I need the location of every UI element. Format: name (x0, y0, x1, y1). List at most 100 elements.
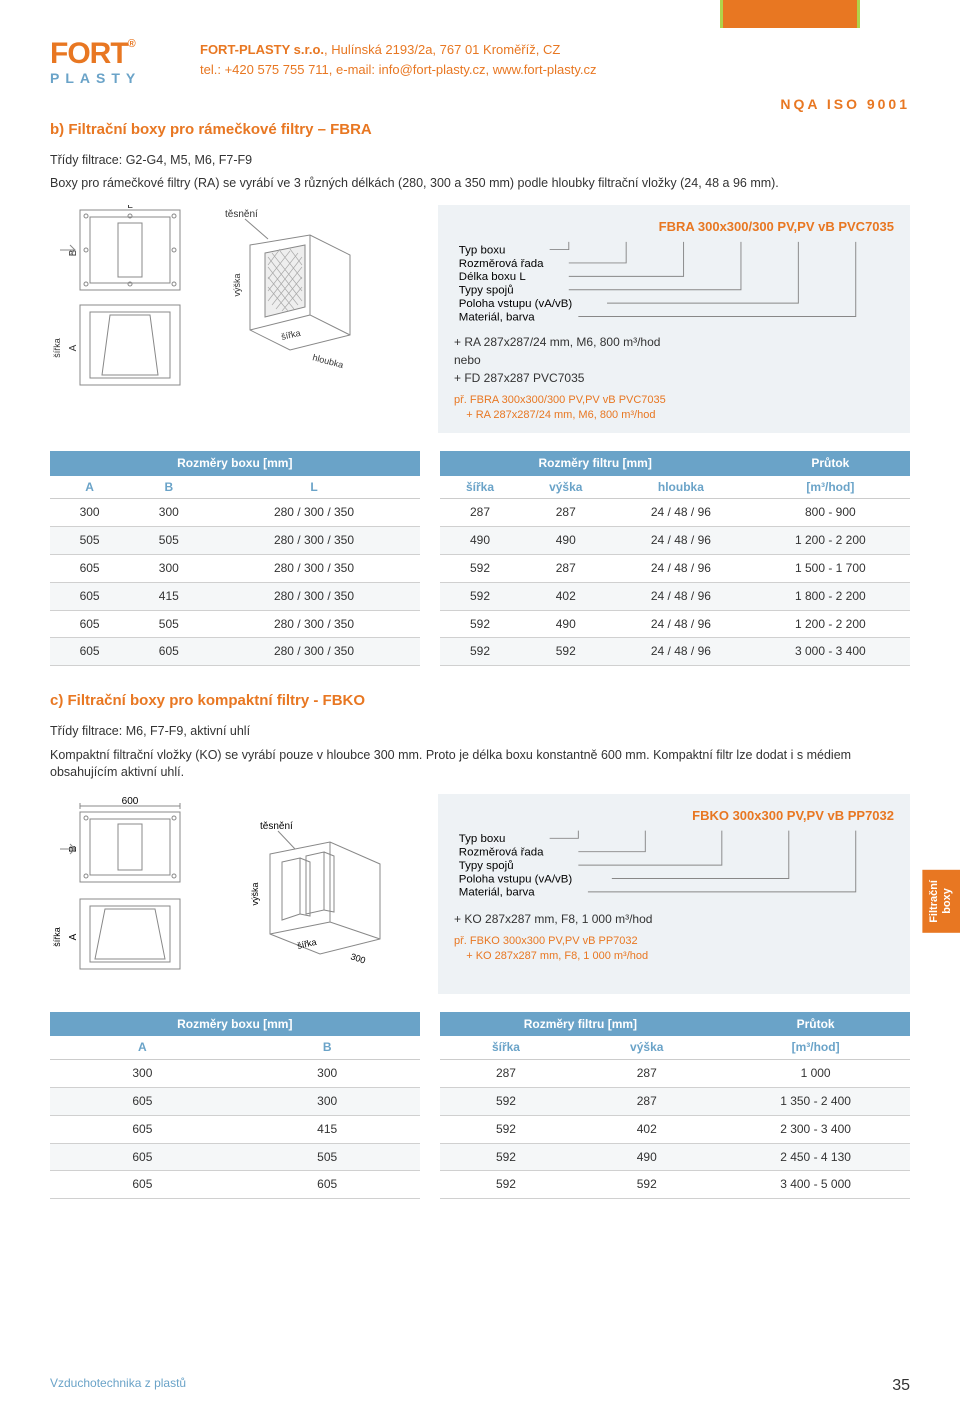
table-col: šířka (440, 1036, 573, 1059)
registered-mark: ® (128, 38, 135, 50)
section-c-line2: Kompaktní filtrační vložky (KO) se vyráb… (50, 747, 910, 782)
table-col: [m³/hod] (751, 476, 910, 499)
table-cell: 1 350 - 2 400 (721, 1088, 910, 1116)
table-row: 5924902 450 - 4 130 (440, 1143, 910, 1171)
section-c-line1: Třídy filtrace: M6, F7-F9, aktivní uhlí (50, 723, 910, 741)
spec-addon1-c: + KO 287x287 mm, F8, 1 000 m³/hod (454, 910, 894, 928)
table-cell: 592 (520, 638, 611, 666)
section-b-title: b) Filtrační boxy pro rámečkové filtry –… (50, 119, 910, 140)
diagram-fbra: L B A šířka těsnění (50, 205, 420, 405)
table-cell: 505 (50, 527, 129, 555)
svg-text:Rozměrová řada: Rozměrová řada (459, 847, 544, 859)
table-col: [m³/hod] (721, 1036, 910, 1059)
spec-nebo: nebo (454, 351, 894, 369)
table-col: A (50, 476, 129, 499)
table-cell: 605 (235, 1171, 420, 1199)
table-cell: 24 / 48 / 96 (611, 582, 751, 610)
spec-box-fbra: FBRA 300x300/300 PV,PV vB PVC7035 Typ bo… (438, 205, 910, 433)
th-rozmery-boxu: Rozměry boxu [mm] (50, 451, 420, 476)
table-cell: 3 000 - 3 400 (751, 638, 910, 666)
table-cell: 287 (520, 554, 611, 582)
table-cell: 287 (572, 1088, 721, 1116)
table-row: 605300 (50, 1088, 420, 1116)
spec-code-fbra: FBRA 300x300/300 PV,PV vB PVC7035 (454, 217, 894, 237)
dim-A: A (68, 344, 79, 351)
table-cell: 505 (129, 610, 208, 638)
table-cell: 605 (50, 1143, 235, 1171)
dim-600: 600 (122, 796, 139, 807)
table-cell: 1 200 - 2 200 (751, 610, 910, 638)
table-row: 28728724 / 48 / 96800 - 900 (440, 499, 910, 527)
table-cell: 605 (129, 638, 208, 666)
table-cell: 490 (440, 527, 521, 555)
table-cell: 300 (235, 1060, 420, 1088)
table-cell: 402 (572, 1115, 721, 1143)
logo-fort-text: FORT (50, 37, 128, 70)
table-cell: 605 (50, 1171, 235, 1199)
table-cell: 592 (440, 610, 521, 638)
section-c-title: c) Filtrační boxy pro kompaktní filtry -… (50, 690, 910, 711)
table-cell: 490 (520, 610, 611, 638)
side-tab-filtracni-boxy: Filtrační boxy (922, 870, 960, 933)
spec-addon2: + FD 287x287 PVC7035 (454, 369, 894, 387)
th-rozmery-boxu2: Rozměry boxu [mm] (50, 1012, 420, 1037)
table-cell: 287 (572, 1060, 721, 1088)
table-cell: 1 200 - 2 200 (751, 527, 910, 555)
table-cell: 300 (50, 499, 129, 527)
table-cell: 2 450 - 4 130 (721, 1143, 910, 1171)
table-row: 49049024 / 48 / 961 200 - 2 200 (440, 527, 910, 555)
table-cell: 605 (50, 638, 129, 666)
diagram-fbko: 600 B A šířka těsnění (50, 794, 420, 994)
section-b-line2: Boxy pro rámečkové filtry (RA) se vyrábí… (50, 175, 910, 193)
table-cell: 605 (50, 1115, 235, 1143)
table-col: A (50, 1036, 235, 1059)
table-cell: 24 / 48 / 96 (611, 610, 751, 638)
footer: Vzduchotechnika z plastů 35 (0, 1355, 960, 1417)
table-cell: 605 (50, 610, 129, 638)
table-col: B (235, 1036, 420, 1059)
table-row: 605415280 / 300 / 350 (50, 582, 420, 610)
table-cell: 592 (440, 582, 521, 610)
label-sirka2: šířka (280, 327, 301, 341)
table-cell: 280 / 300 / 350 (208, 527, 419, 555)
table-cell: 1 800 - 2 200 (751, 582, 910, 610)
table-cell: 402 (520, 582, 611, 610)
table-col: výška (572, 1036, 721, 1059)
svg-text:Poloha vstupu (vA/vB): Poloha vstupu (vA/vB) (459, 298, 573, 310)
dim-A2: A (68, 933, 79, 940)
table-row: 605505280 / 300 / 350 (50, 610, 420, 638)
th-rozmery-filtru: Rozměry filtru [mm] (440, 451, 751, 476)
table-row: 300300 (50, 1060, 420, 1088)
table-cell: 592 (572, 1171, 721, 1199)
label-sirka: šířka (52, 338, 62, 358)
svg-text:Materiál, barva: Materiál, barva (459, 311, 535, 323)
label-vyska: výška (232, 273, 242, 296)
table-row: 5925923 400 - 5 000 (440, 1171, 910, 1199)
table-col: výška (520, 476, 611, 499)
table-col: hloubka (611, 476, 751, 499)
table-col: šířka (440, 476, 521, 499)
table-row: 605415 (50, 1115, 420, 1143)
table-cell: 2 300 - 3 400 (721, 1115, 910, 1143)
contact-block: FORT-PLASTY s.r.o., Hulínská 2193/2a, 76… (200, 40, 597, 79)
table-cell: 490 (572, 1143, 721, 1171)
table-fbra-filter: Rozměry filtru [mm] Průtok šířkavýškahlo… (440, 451, 910, 666)
table-row: 300300280 / 300 / 350 (50, 499, 420, 527)
svg-text:Typy spojů: Typy spojů (459, 285, 514, 297)
table-cell: 605 (50, 554, 129, 582)
footer-left: Vzduchotechnika z plastů (50, 1375, 186, 1397)
svg-text:Rozměrová řada: Rozměrová řada (459, 258, 544, 270)
logo-plasty-text: PLASTY (50, 69, 180, 89)
table-row: 5924022 300 - 3 400 (440, 1115, 910, 1143)
table-row: 505505280 / 300 / 350 (50, 527, 420, 555)
table-cell: 300 (129, 499, 208, 527)
table-cell: 592 (440, 638, 521, 666)
svg-text:Typy spojů: Typy spojů (459, 860, 514, 872)
table-cell: 605 (50, 582, 129, 610)
table-cell: 287 (440, 499, 521, 527)
table-cell: 300 (129, 554, 208, 582)
table-cell: 505 (129, 527, 208, 555)
dim-300: 300 (349, 951, 366, 965)
table-cell: 592 (440, 1171, 573, 1199)
section-b-line1: Třídy filtrace: G2-G4, M5, M6, F7-F9 (50, 152, 910, 170)
